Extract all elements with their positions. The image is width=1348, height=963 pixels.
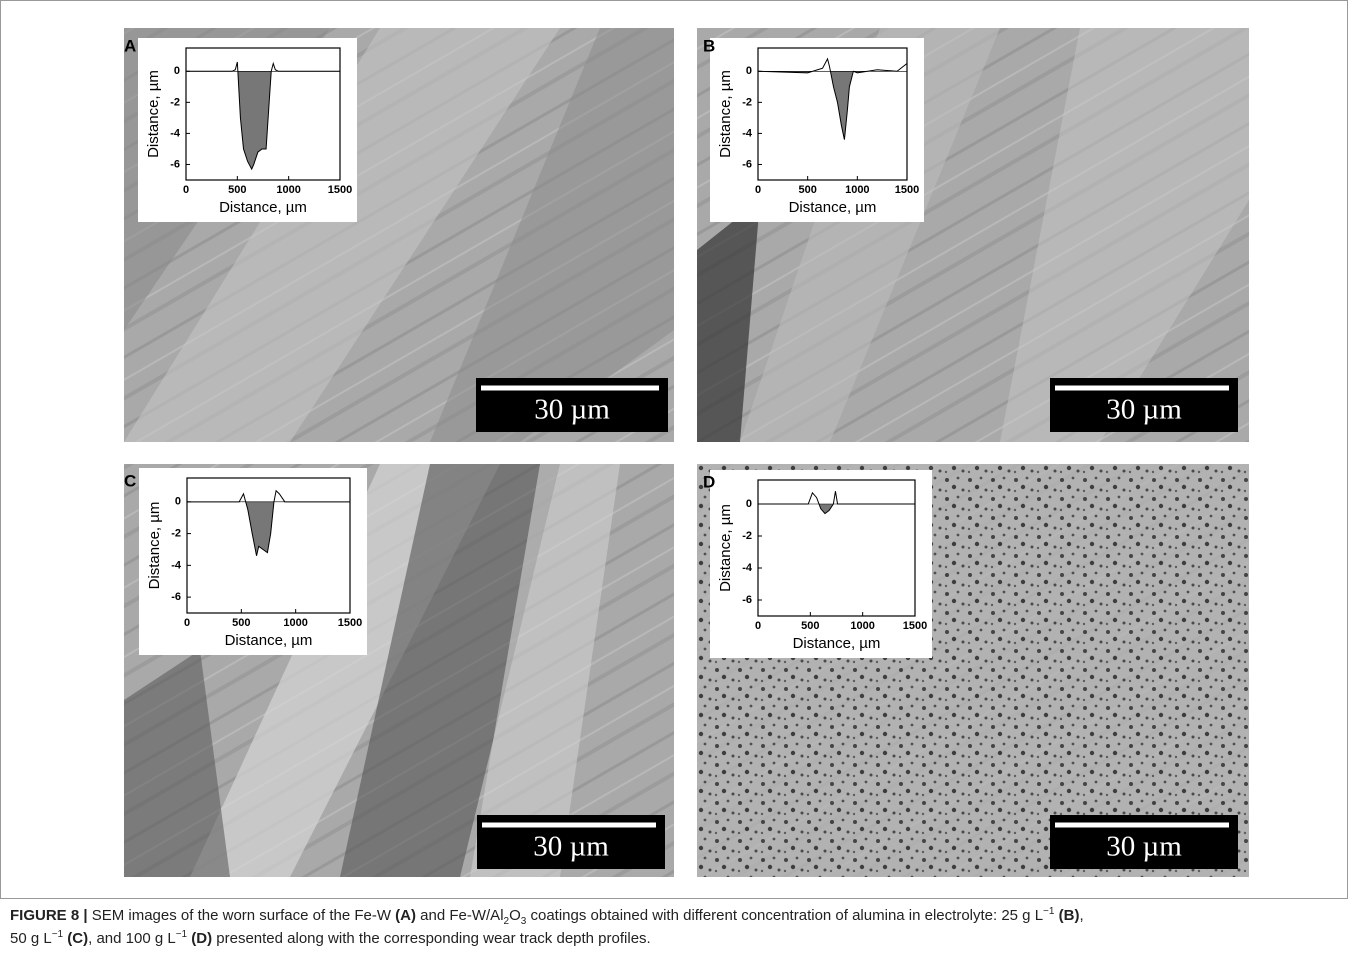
inset-background <box>710 470 932 658</box>
y-axis-label: Distance, µm <box>717 70 734 158</box>
caption-line: FIGURE 8 | SEM images of the worn surfac… <box>10 904 1340 927</box>
depth-profile <box>758 491 915 515</box>
y-tick-label: -4 <box>170 127 181 139</box>
caption-text: −1 <box>51 929 64 940</box>
y-tick-label: -6 <box>742 158 752 170</box>
x-tick-label: 1000 <box>283 617 307 629</box>
plot-frame <box>757 47 908 181</box>
y-tick-label: -4 <box>171 559 182 571</box>
x-tick-label: 0 <box>184 617 190 629</box>
plot-frame <box>757 479 916 617</box>
caption-text: 50 g L <box>10 930 52 947</box>
caption-text: −1 <box>175 929 188 940</box>
caption-text: (C) <box>67 930 89 947</box>
caption-text: FIGURE 8 | <box>10 907 88 924</box>
x-axis-label: Distance, µm <box>225 632 313 649</box>
inset-background <box>139 468 367 655</box>
caption-text: SEM images of the worn surface of the Fe… <box>87 907 396 924</box>
x-tick-label: 1000 <box>276 184 300 196</box>
sem-image-c <box>124 464 674 877</box>
x-axis-label: Distance, µm <box>789 199 877 216</box>
y-tick-label: -2 <box>171 527 181 539</box>
depth-profile <box>187 489 350 556</box>
x-tick-label: 500 <box>798 184 816 196</box>
caption-text: coatings obtained with different concent… <box>526 907 1044 924</box>
scale-bar-label: 30 µm <box>533 831 609 863</box>
scale-bar-label: 30 µm <box>534 394 610 426</box>
caption-text: (A) <box>395 907 416 924</box>
caption-text: (D) <box>191 930 213 947</box>
wear-track-fill <box>187 501 350 556</box>
caption-text: (B) <box>1058 907 1080 924</box>
caption-text: and Fe-W/Al <box>416 907 504 924</box>
y-tick-label: -6 <box>170 158 180 170</box>
sem-image-b <box>697 28 1249 442</box>
x-tick-label: 0 <box>755 620 761 632</box>
y-axis-label: Distance, µm <box>717 504 734 592</box>
x-tick-label: 1500 <box>895 184 919 196</box>
x-tick-label: 0 <box>755 184 761 196</box>
caption-text: 2 <box>503 916 510 927</box>
x-tick-label: 1500 <box>328 184 352 196</box>
y-tick-label: -6 <box>742 594 752 606</box>
y-tick-label: -2 <box>742 530 752 542</box>
y-tick-label: -4 <box>742 562 753 574</box>
caption-text: , and 100 g L <box>88 930 176 947</box>
y-tick-label: 0 <box>746 498 752 510</box>
x-tick-label: 1500 <box>338 617 362 629</box>
scale-bar-label: 30 µm <box>1106 831 1182 863</box>
panel-label: C <box>124 471 136 490</box>
x-axis-label: Distance, µm <box>219 199 307 216</box>
x-tick-label: 1000 <box>845 184 869 196</box>
figure: 0 500 1000 1500 0 -2 -4 -6 Distance, µm Distance,… <box>0 0 1348 899</box>
depth-profile <box>757 57 908 140</box>
y-tick-label: 0 <box>174 65 180 77</box>
panel-label: D <box>703 472 715 491</box>
x-axis-label: Distance, µm <box>793 635 881 652</box>
caption-text: 3 <box>520 916 527 927</box>
y-tick-label: -2 <box>742 96 752 108</box>
figure-caption: FIGURE 8 | SEM images of the worn surfac… <box>10 904 1340 950</box>
y-tick-label: -4 <box>742 127 753 139</box>
caption-line: 50 g L−1 (C), and 100 g L−1 (D) presente… <box>10 927 1340 950</box>
plot-frame <box>186 477 351 614</box>
x-tick-label: 500 <box>801 620 819 632</box>
x-tick-label: 1000 <box>850 620 874 632</box>
x-tick-label: 500 <box>228 184 246 196</box>
y-tick-label: 0 <box>746 65 752 77</box>
wear-track-fill <box>186 71 340 170</box>
caption-text: , <box>1079 907 1084 924</box>
caption-text: −1 <box>1043 906 1055 917</box>
panel-label: B <box>703 36 715 55</box>
x-tick-label: 1500 <box>903 620 927 632</box>
y-tick-label: -6 <box>171 591 181 603</box>
scale-bar-label: 30 µm <box>1106 394 1182 426</box>
caption-text: O <box>509 907 521 924</box>
x-tick-label: 500 <box>232 617 250 629</box>
panel-label: A <box>124 36 136 55</box>
caption-text: presented along with the corresponding w… <box>212 930 651 947</box>
plot-frame <box>185 47 341 181</box>
y-axis-label: Distance, µm <box>145 70 162 158</box>
depth-profile <box>186 61 340 171</box>
y-tick-label: -2 <box>170 96 180 108</box>
y-tick-label: 0 <box>175 496 181 508</box>
inset-background <box>710 38 924 222</box>
y-axis-label: Distance, µm <box>146 502 163 590</box>
x-tick-label: 0 <box>183 184 189 196</box>
